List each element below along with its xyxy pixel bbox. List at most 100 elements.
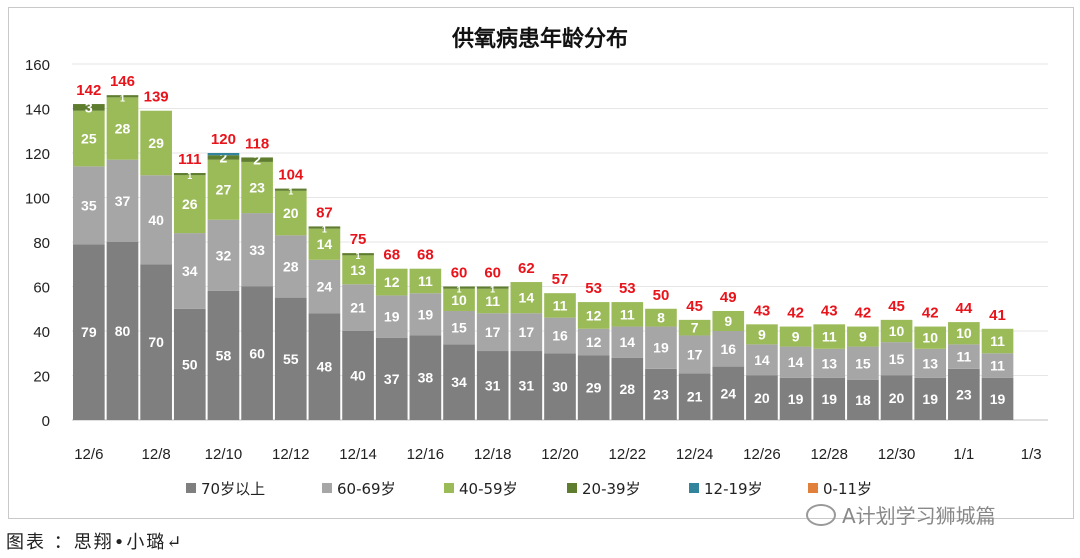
bar-segment [645, 326, 677, 369]
segment-label: 2 [253, 152, 261, 168]
bar-segment [308, 226, 341, 229]
segment-label: 1 [120, 93, 125, 103]
segment-label: 20 [754, 390, 770, 406]
total-label: 44 [956, 300, 973, 317]
segment-label: 11 [553, 297, 568, 313]
bar-segment [712, 310, 745, 331]
segment-label: 11 [822, 329, 837, 345]
bar-segment [510, 313, 543, 352]
segment-label: 19 [418, 306, 434, 322]
segment-label: 11 [990, 333, 1005, 349]
bar-segment [476, 288, 509, 314]
bar-segment [73, 110, 105, 167]
segment-label: 17 [485, 324, 501, 340]
segment-label: 15 [855, 355, 871, 371]
x-tick-label: 12/20 [541, 446, 579, 463]
bar-segment [308, 228, 341, 260]
total-label: 41 [989, 307, 1006, 324]
total-label: 45 [686, 298, 703, 315]
total-label: 42 [787, 305, 804, 322]
bar-segment [880, 375, 913, 420]
segment-label: 13 [821, 355, 837, 371]
y-tick-label: 160 [25, 57, 50, 74]
bar-segment [611, 302, 644, 327]
bar-segment [173, 175, 206, 234]
legend-label: 70岁以上 [201, 480, 265, 498]
bar-segment [375, 295, 408, 338]
x-tick-label: 12/6 [74, 446, 103, 463]
segment-label: 9 [758, 326, 766, 342]
segment-label: 29 [586, 380, 602, 396]
bar-segment [375, 337, 408, 420]
segment-label: 31 [485, 378, 501, 394]
total-label: 146 [110, 73, 135, 90]
x-tick-label: 12/16 [407, 446, 445, 463]
segment-label: 48 [317, 359, 333, 375]
segment-label: 23 [956, 386, 972, 402]
bar-segment [847, 326, 879, 347]
total-label: 43 [754, 302, 771, 319]
x-tick-label: 12/22 [609, 446, 647, 463]
segment-label: 15 [889, 351, 905, 367]
total-label: 45 [888, 298, 905, 315]
total-label: 53 [619, 280, 636, 297]
total-label: 53 [585, 280, 602, 297]
bar-segment [106, 159, 139, 242]
bar-segment [678, 335, 711, 374]
chart-frame [8, 7, 1074, 519]
bar-segment [577, 302, 610, 329]
segment-label: 34 [182, 263, 198, 279]
segment-label: 26 [182, 196, 198, 212]
x-tick-label: 12/26 [743, 446, 781, 463]
segment-label: 9 [724, 313, 732, 329]
segment-label: 27 [216, 182, 232, 198]
segment-label: 11 [418, 273, 433, 289]
bar-segment [746, 375, 778, 420]
legend-label: 60-69岁 [337, 480, 396, 498]
segment-label: 7 [691, 320, 699, 336]
bar-segment [73, 104, 105, 111]
chart-title: 供氧病患年龄分布 [451, 26, 628, 52]
bar-segment [577, 328, 610, 356]
bar-segment [948, 322, 980, 345]
segment-label: 14 [317, 236, 333, 252]
segment-label: 37 [115, 193, 131, 209]
total-label: 49 [720, 289, 737, 306]
bar-segment [779, 326, 812, 347]
total-label: 50 [653, 287, 670, 304]
x-tick-label: 1/1 [953, 446, 974, 463]
bar-segment [443, 286, 475, 289]
total-label: 118 [245, 135, 269, 152]
segment-label: 70 [148, 334, 164, 350]
bar-segment [140, 110, 172, 176]
legend-label: 0-11岁 [823, 480, 872, 498]
bar-segment [678, 319, 711, 336]
bar-segment [375, 268, 408, 296]
segment-label: 11 [956, 349, 971, 365]
bar-segment [914, 348, 947, 378]
bar-segment [476, 313, 509, 352]
bar-segment [409, 335, 442, 420]
bar-segment [813, 324, 846, 349]
bar-segment [409, 293, 442, 336]
legend-swatch [444, 483, 454, 493]
bar-segment [106, 97, 139, 160]
x-tick-label: 12/14 [339, 446, 377, 463]
segment-label: 55 [283, 351, 299, 367]
bar-segment [544, 293, 576, 318]
bar-segment [73, 166, 105, 245]
segment-label: 19 [821, 391, 837, 407]
segment-label: 32 [216, 247, 232, 263]
segment-label: 34 [451, 374, 467, 390]
bar-segment [308, 259, 341, 314]
total-label: 43 [821, 302, 838, 319]
y-tick-label: 100 [25, 191, 50, 208]
legend-label: 20-39岁 [582, 480, 641, 498]
bar-segment [274, 297, 307, 420]
bar-segment [106, 242, 139, 420]
segment-label: 28 [115, 121, 131, 137]
segment-label: 10 [451, 292, 467, 308]
bar-segment [173, 233, 206, 309]
bar-segment [274, 190, 307, 236]
bar-segment [813, 348, 846, 378]
